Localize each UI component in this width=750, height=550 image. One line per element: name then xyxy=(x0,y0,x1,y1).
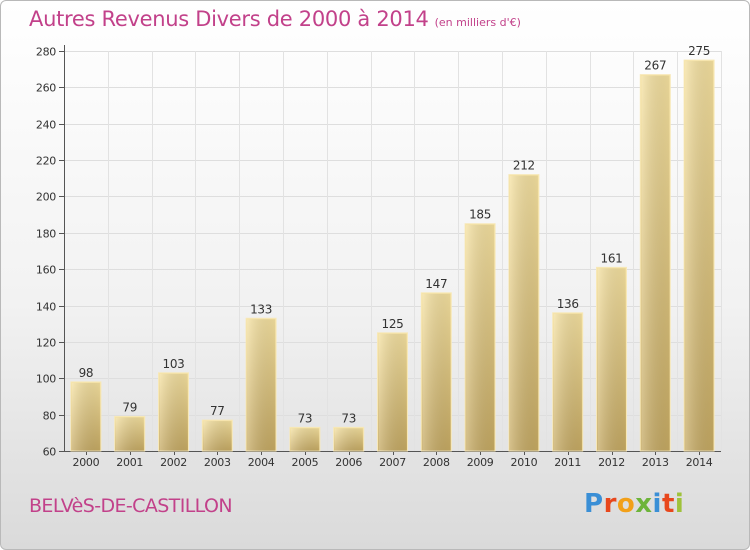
data-label: 79 xyxy=(122,400,137,414)
chart-title: Autres Revenus Divers de 2000 à 2014 (en … xyxy=(29,7,521,31)
bar-shade xyxy=(685,61,714,451)
data-label: 147 xyxy=(425,277,447,291)
data-label: 98 xyxy=(79,366,94,380)
data-label: 185 xyxy=(469,208,491,222)
data-label: 212 xyxy=(513,159,535,173)
y-tick-label: 180 xyxy=(36,228,56,241)
x-tick-label: 2009 xyxy=(467,456,494,469)
bar-shade xyxy=(553,313,582,451)
x-tick-label: 2002 xyxy=(160,456,187,469)
x-tick-label: 2008 xyxy=(423,456,450,469)
x-tick-label: 2007 xyxy=(379,456,406,469)
x-tick-label: 2014 xyxy=(686,456,713,469)
data-label: 275 xyxy=(688,44,710,58)
x-tick-label: 2001 xyxy=(116,456,143,469)
y-tick-label: 120 xyxy=(36,337,56,350)
x-tick-label: 2010 xyxy=(511,456,538,469)
data-label: 125 xyxy=(381,317,403,331)
data-labels: 98 79 103 77 133 73 73 125 147 185 212 136 161 267 275 xyxy=(79,44,711,425)
axes: 60 80 100 120 140 160 180 200 220 240 260 280 2000 20… xyxy=(36,45,721,469)
bars xyxy=(70,59,715,452)
bar-shade xyxy=(422,293,451,451)
logo-letter: i xyxy=(652,489,662,519)
bar-shade xyxy=(334,428,363,451)
x-tick-label: 2011 xyxy=(554,456,581,469)
bar-shade xyxy=(159,373,188,451)
y-tick-label: 100 xyxy=(36,373,56,386)
logo-letter: o xyxy=(616,489,636,519)
proxiti-logo[interactable]: Proxiti xyxy=(584,489,684,519)
x-tick-label: 2012 xyxy=(598,456,625,469)
y-tick-label: 60 xyxy=(43,446,57,459)
bar-shade xyxy=(466,224,495,451)
y-tick-label: 220 xyxy=(36,155,56,168)
logo-letter: P xyxy=(584,489,604,519)
x-tick-label: 2000 xyxy=(73,456,100,469)
data-label: 103 xyxy=(162,357,184,371)
bar-shade xyxy=(247,319,276,451)
data-label: 161 xyxy=(600,251,622,265)
bar-shade xyxy=(597,268,626,451)
chart-title-text: Autres Revenus Divers de 2000 à 2014 xyxy=(29,7,429,31)
logo-letter: r xyxy=(603,489,617,519)
bar-shade xyxy=(378,333,407,451)
logo-letter: x xyxy=(635,489,653,519)
y-tick-label: 280 xyxy=(36,46,56,59)
bar-shade xyxy=(115,417,144,451)
y-tick-label: 140 xyxy=(36,301,56,314)
x-tick-label: 2003 xyxy=(204,456,231,469)
chart-subtitle: (en milliers d'€) xyxy=(434,16,521,29)
data-label: 136 xyxy=(557,297,579,311)
logo-letter: i xyxy=(674,489,685,519)
data-label: 73 xyxy=(341,411,356,425)
x-tick-label: 2005 xyxy=(292,456,319,469)
bar-shade xyxy=(509,175,538,452)
bar-shade xyxy=(641,75,670,452)
logo-letter: t xyxy=(661,489,675,519)
x-tick-label: 2013 xyxy=(642,456,669,469)
data-label: 77 xyxy=(210,404,225,418)
data-label: 73 xyxy=(298,411,313,425)
y-tick-label: 160 xyxy=(36,264,56,277)
bar-shade xyxy=(290,428,319,451)
bar-shade xyxy=(71,382,100,451)
y-tick-label: 240 xyxy=(36,119,56,132)
y-tick-label: 80 xyxy=(43,410,57,423)
y-tick-label: 260 xyxy=(36,82,56,95)
data-label: 267 xyxy=(644,59,666,73)
y-tick-label: 200 xyxy=(36,191,56,204)
city-name: BELVèS-DE-CASTILLON xyxy=(29,495,233,517)
x-tick-label: 2004 xyxy=(248,456,275,469)
data-label: 133 xyxy=(250,302,272,316)
bar-shade xyxy=(203,421,232,451)
x-tick-label: 2006 xyxy=(335,456,362,469)
